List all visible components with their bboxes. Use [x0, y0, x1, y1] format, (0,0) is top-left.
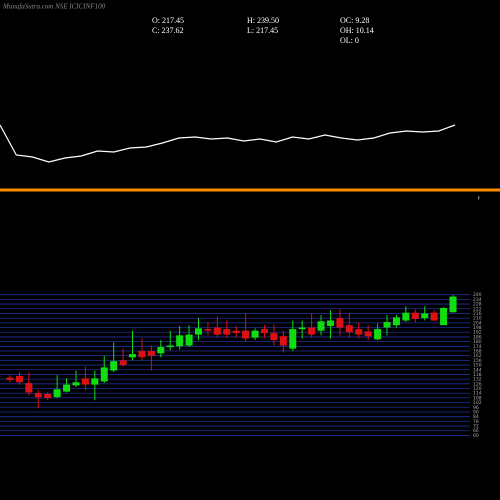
indicator-line: [0, 124, 456, 163]
candle-body: [270, 333, 278, 341]
candle-body: [392, 317, 400, 326]
y-tick-label: 198: [473, 325, 482, 331]
y-tick-label: 210: [473, 316, 482, 322]
stat-label: OC: 9.28: [340, 16, 369, 25]
y-tick-label: 240: [473, 292, 482, 298]
y-tick-label: 222: [473, 306, 482, 312]
y-tick-label: 228: [473, 302, 482, 308]
y-tick-label: 174: [473, 344, 482, 350]
candle-body: [317, 321, 325, 331]
candle-body: [147, 350, 155, 356]
candle-body: [15, 376, 23, 383]
y-tick-label: 204: [473, 320, 482, 326]
y-tick-label: 66: [473, 428, 479, 434]
candle-body: [242, 330, 250, 339]
candle-body: [251, 330, 259, 338]
candle-body: [374, 329, 382, 340]
candle-body: [449, 296, 457, 313]
stat-label: H: 239.50: [247, 16, 279, 25]
candle-body: [411, 312, 419, 319]
candle-body: [223, 329, 231, 335]
stat-label: C: 237.62: [152, 26, 184, 35]
candle-body: [91, 378, 99, 385]
candle-body: [383, 322, 391, 328]
candle-body: [213, 327, 221, 335]
candle-body: [81, 378, 89, 385]
candle-body: [63, 384, 71, 392]
y-tick-label: 192: [473, 330, 482, 336]
y-tick-label: 114: [473, 391, 482, 397]
y-tick-label: 78: [473, 419, 479, 425]
candle-body: [364, 331, 372, 337]
y-tick-label: 102: [473, 400, 482, 406]
candle-body: [25, 383, 33, 393]
y-tick-label: 162: [473, 353, 482, 359]
candle-body: [440, 307, 448, 326]
candle-body: [298, 327, 306, 330]
y-tick-label: 138: [473, 372, 482, 378]
candle-body: [72, 382, 80, 386]
y-tick-label: 144: [473, 367, 482, 373]
y-tick-label: 108: [473, 395, 482, 401]
y-tick-label: 120: [473, 386, 482, 392]
y-tick-label: 186: [473, 334, 482, 340]
y-tick-label: 216: [473, 311, 482, 317]
candle-body: [119, 360, 127, 366]
chart-title: MunafaSutra.com NSE ICICINF100: [2, 3, 106, 11]
candle-body: [157, 347, 165, 354]
y-tick-label: 90: [473, 409, 479, 415]
y-tick-label: 180: [473, 339, 482, 345]
y-tick-label: 168: [473, 348, 482, 354]
candle-body: [110, 361, 118, 371]
y-tick-label: 150: [473, 363, 482, 369]
y-tick-label: 84: [473, 414, 479, 420]
stat-label: O: 217.45: [152, 16, 184, 25]
candle-body: [308, 327, 316, 335]
candle-body: [402, 312, 410, 321]
candle-body: [204, 329, 212, 331]
candle-body: [421, 313, 429, 319]
candle-body: [232, 330, 240, 334]
stat-label: L: 217.45: [247, 26, 278, 35]
candle-body: [185, 334, 193, 346]
y-tick-label: 96: [473, 405, 479, 411]
candle-body: [345, 325, 353, 333]
candle-body: [34, 393, 42, 398]
candle-body: [176, 335, 184, 347]
candle-body: [355, 329, 363, 335]
y-tick-label: 132: [473, 377, 482, 383]
candle-body: [279, 336, 287, 346]
stat-label: OL: 0: [340, 36, 359, 45]
candle-body: [129, 354, 137, 358]
stat-label: OH: 10.14: [340, 26, 374, 35]
candle-body: [336, 318, 344, 328]
candle-body: [289, 329, 297, 349]
y-tick-label: 234: [473, 297, 482, 303]
y-tick-label: 156: [473, 358, 482, 364]
candle-body: [260, 329, 268, 334]
y-tick-label: 60: [473, 433, 479, 439]
candle-body: [53, 389, 61, 398]
candle-body: [430, 312, 438, 321]
candle-body: [44, 393, 52, 398]
marker: ı: [478, 195, 480, 202]
candle-body: [100, 367, 108, 382]
candle-body: [138, 350, 146, 358]
candle-body: [326, 320, 334, 326]
candle-body: [195, 328, 203, 335]
y-tick-label: 126: [473, 381, 482, 387]
candle-body: [6, 377, 14, 380]
y-tick-label: 72: [473, 424, 479, 430]
candle-body: [166, 345, 174, 348]
